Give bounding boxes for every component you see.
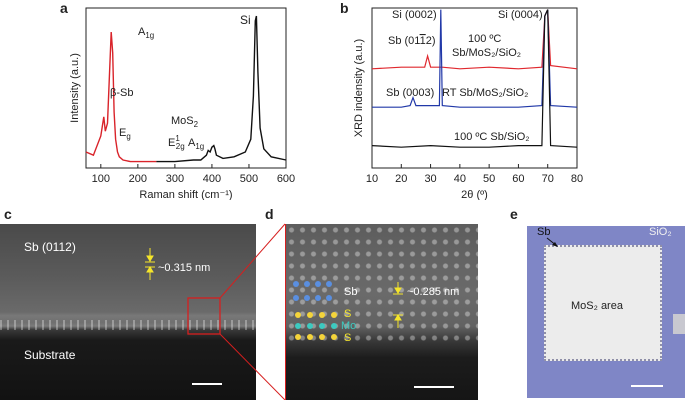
- raman-mos2-label: MoS2: [171, 115, 198, 129]
- optical-image-e: Sb SiO₂ MoS₂ area: [527, 226, 685, 398]
- panel-c-label: c: [4, 206, 12, 222]
- panel-d-label: d: [265, 206, 274, 222]
- spacing-d-arrows: [393, 282, 403, 328]
- sb-atoms: [293, 281, 332, 301]
- raman-chart: 100 200 300 400 500 600 Raman shift (cm⁻¹) Inte…: [69, 7, 295, 200]
- zoom-box: [187, 297, 221, 335]
- xrd-xtick-label: 80: [571, 173, 583, 185]
- raman-e2g-label: E1 2g: [168, 134, 185, 151]
- raman-a1g-mos2-label: A1g: [188, 137, 204, 151]
- raman-xtick-label: 400: [203, 173, 221, 185]
- mo-label: Mo: [341, 320, 357, 332]
- panel-e-label: e: [510, 206, 518, 222]
- xrd-chart: 10 20 30 40 50 60 70 80 2θ (º) XRD indensity (a.u…: [353, 7, 583, 200]
- spacing-c-label: ~0.315 nm: [158, 262, 211, 274]
- raman-series-red: [85, 31, 157, 163]
- raman-xtick-label: 500: [240, 173, 258, 185]
- xrd-sb0112-label: Sb (0112): [388, 35, 436, 47]
- panel-b-label: b: [340, 0, 349, 16]
- xrd-red-label-1: 100 ºC: [468, 33, 501, 45]
- atom-markers-d: [293, 281, 454, 388]
- raman-series-black: [156, 15, 287, 163]
- xrd-plot-frame: [371, 7, 578, 169]
- stem-image-c: Sb (0112) ~0.315 nm Substrate: [0, 224, 256, 400]
- spacing-d-label: ~0.285 nm: [407, 286, 460, 298]
- raman-xtick-label: 600: [277, 173, 295, 185]
- xrd-xtick-label: 40: [454, 173, 466, 185]
- xrd-xtick-label: 20: [395, 173, 407, 185]
- xrd-series-black: [371, 9, 578, 148]
- raman-beta-sb-label: β-Sb: [110, 87, 133, 99]
- spacing-c-arrows: [145, 248, 155, 280]
- xrd-xtick-label: 50: [483, 173, 495, 185]
- xrd-sb0003-label: Sb (0003): [386, 87, 434, 99]
- sb-arrow: [546, 237, 663, 387]
- sb-0112-label: Sb (0112): [24, 240, 76, 254]
- xrd-red-label-2: Sb/MoS₂/SiO₂: [452, 47, 521, 59]
- xrd-xtick-label: 70: [542, 173, 554, 185]
- sb-e-label: Sb: [537, 226, 551, 238]
- annotations-c: [145, 248, 222, 385]
- xrd-xlabel: 2θ (º): [461, 189, 488, 200]
- raman-si-label: Si: [240, 13, 251, 27]
- raman-xtick-label: 100: [92, 173, 110, 185]
- s-bottom-label: S: [344, 332, 352, 344]
- raman-xlabel: Raman shift (cm⁻¹): [139, 189, 232, 200]
- xrd-xtick-label: 10: [366, 173, 378, 185]
- s-top-label: S: [344, 308, 352, 320]
- substrate-label: Substrate: [24, 348, 76, 362]
- xrd-si0002-label: Si (0002): [392, 9, 437, 21]
- contact-tab: [673, 314, 685, 334]
- sb-atom-label: Sb: [344, 286, 358, 298]
- s-top-atoms: [295, 312, 337, 318]
- s-bottom-atoms: [295, 334, 337, 340]
- sio2-label: SiO₂: [649, 226, 672, 238]
- raman-plot-frame: [85, 7, 287, 169]
- mo-atoms: [295, 323, 337, 329]
- xrd-xtick-label: 30: [424, 173, 436, 185]
- interface-atoms-c: [0, 320, 256, 330]
- raman-xtick-label: 300: [166, 173, 184, 185]
- xrd-xtick-label: 60: [512, 173, 524, 185]
- mos2-square: [544, 245, 662, 361]
- mos2-area-label: MoS₂ area: [571, 300, 623, 312]
- xrd-black-label: 100 ºC Sb/SiO₂: [454, 131, 530, 143]
- xrd-blue-label: RT Sb/MoS₂/SiO₂: [442, 87, 528, 99]
- raman-eg-label: Eg: [119, 127, 131, 141]
- xrd-si0004-label: Si (0004): [498, 9, 543, 21]
- raman-a1g-sb-label: A1g: [138, 26, 154, 40]
- xrd-ylabel: XRD indensity (a.u.): [353, 39, 365, 137]
- stem-image-d: Sb ~0.285 nm S Mo S: [285, 224, 478, 400]
- raman-ylabel: Intensity (a.u.): [69, 53, 81, 123]
- panel-a-label: a: [60, 0, 68, 16]
- raman-xtick-label: 200: [129, 173, 147, 185]
